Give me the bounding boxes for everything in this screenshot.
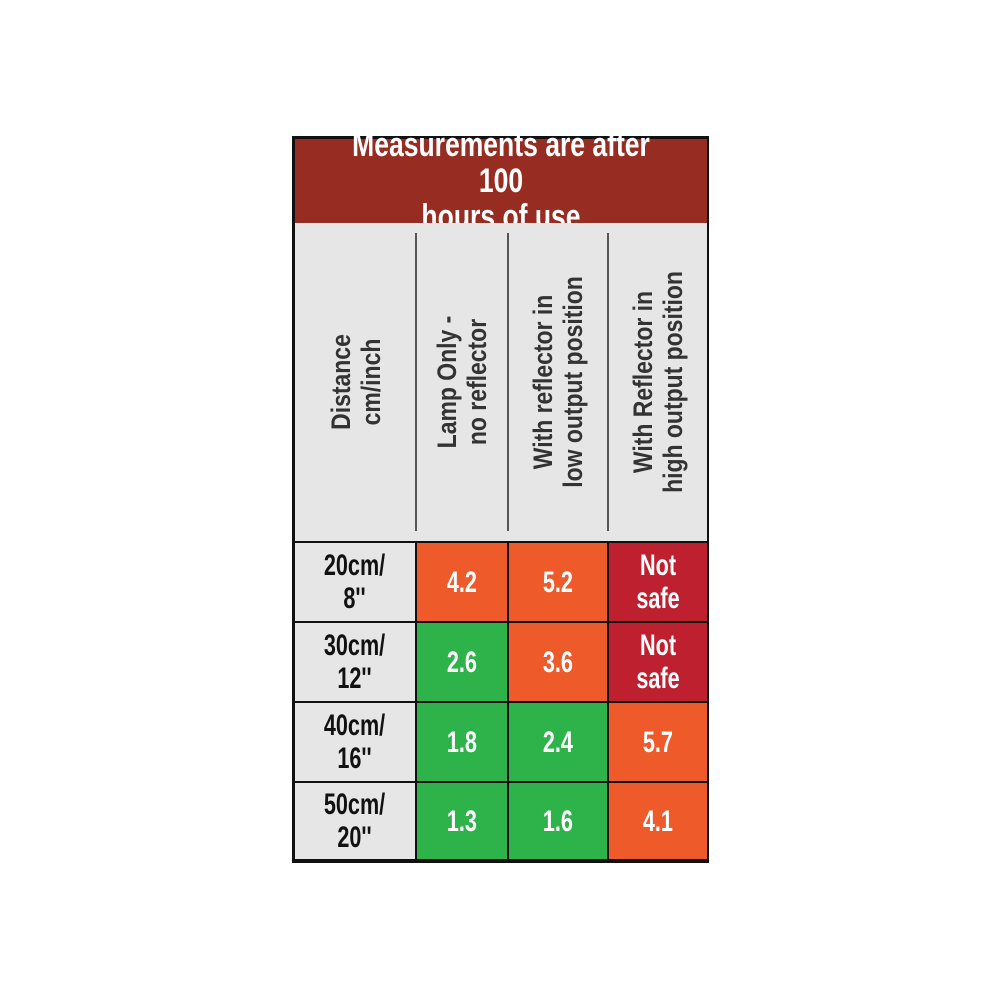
distance-text: 20cm/ 8'' (324, 549, 386, 615)
column-divider (507, 233, 509, 531)
column-divider (607, 233, 609, 531)
distance-cell: 40cm/ 16'' (295, 703, 415, 781)
value-text: Not safe (636, 629, 680, 695)
value-cell: 5.2 (509, 543, 607, 621)
column-divider (415, 233, 417, 531)
value-cell: 1.8 (417, 703, 507, 781)
value-text: 4.1 (642, 804, 674, 838)
value-text: 5.7 (642, 725, 674, 759)
distance-cell: 20cm/ 8'' (295, 543, 415, 621)
value-text: Not safe (636, 549, 680, 615)
value-text: 2.4 (542, 725, 574, 759)
value-cell: 2.4 (509, 703, 607, 781)
column-header-text: With Reflector in high output position (627, 271, 688, 493)
distance-text: 40cm/ 16'' (324, 709, 386, 775)
value-cell: 1.6 (509, 783, 607, 859)
value-text: 4.2 (446, 565, 478, 599)
value-text: 2.6 (446, 645, 478, 679)
value-cell: 2.6 (417, 623, 507, 701)
column-header-distance: Distance cm/inch (295, 223, 416, 541)
value-cell: 4.2 (417, 543, 507, 621)
column-header-lamp-only: Lamp Only - no reflector (416, 223, 508, 541)
value-text: 5.2 (542, 565, 574, 599)
value-cell: 4.1 (609, 783, 707, 859)
distance-text: 30cm/ 12'' (324, 629, 386, 695)
value-cell: Not safe (609, 623, 707, 701)
column-header-low-output: With reflector in low output position (508, 223, 608, 541)
title-text: Measurements are after 100 hours of use (352, 126, 650, 236)
distance-text: 50cm/ 20'' (324, 788, 386, 854)
value-text: 1.8 (446, 725, 478, 759)
value-cell: Not safe (609, 543, 707, 621)
value-cell: 5.7 (609, 703, 707, 781)
column-header-text: Distance cm/inch (325, 334, 386, 430)
distance-cell: 30cm/ 12'' (295, 623, 415, 701)
value-text: 3.6 (542, 645, 574, 679)
column-header-text: Lamp Only - no reflector (432, 315, 492, 449)
value-text: 1.6 (542, 804, 574, 838)
distance-cell: 50cm/ 20'' (295, 783, 415, 859)
column-header-text: With reflector in low output position (528, 276, 588, 488)
value-cell: 1.3 (417, 783, 507, 859)
value-text: 1.3 (446, 804, 478, 838)
column-header-high-output: With Reflector in high output position (608, 223, 707, 541)
table-title: Measurements are after 100 hours of use (295, 127, 707, 235)
value-cell: 3.6 (509, 623, 607, 701)
